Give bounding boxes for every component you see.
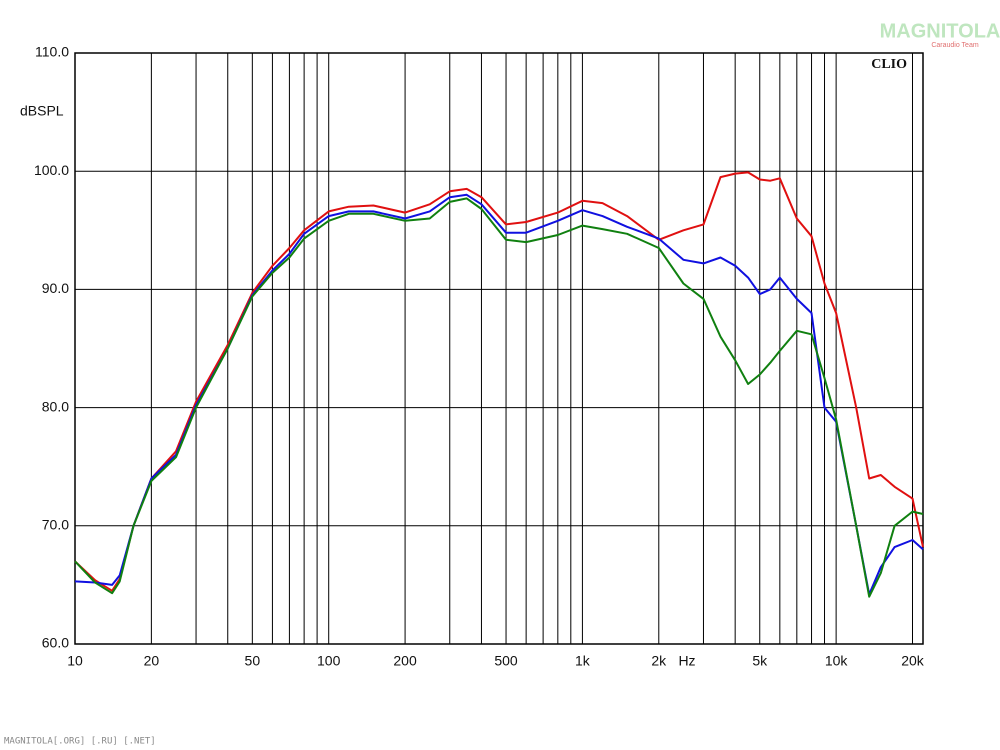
x-tick-label: 20 [144, 653, 160, 669]
x-tick-label: 200 [393, 653, 417, 669]
x-tick-label: 5k [752, 653, 768, 669]
x-tick-label: 500 [494, 653, 518, 669]
x-axis-label: Hz [678, 653, 695, 669]
x-tick-label: 50 [245, 653, 261, 669]
y-tick-label: 100.0 [34, 162, 69, 178]
plot-frame [74, 52, 924, 645]
y-axis-label: dBSPL [20, 103, 64, 119]
y-tick-label: 90.0 [42, 280, 69, 296]
x-tick-label: 10k [825, 653, 849, 669]
x-tick-label: 100 [317, 653, 341, 669]
x-tick-label: 1k [575, 653, 591, 669]
watermark-sub: Caraudio Team [931, 42, 979, 49]
annotation: CLIO [871, 57, 907, 72]
series-line [74, 171, 924, 592]
x-tick-label: 20k [901, 653, 925, 669]
y-tick-label: 80.0 [42, 398, 69, 414]
y-tick-label: 70.0 [42, 517, 69, 533]
x-tick-label: 2k [651, 653, 667, 669]
watermark: MAGNITOLA [880, 20, 1000, 42]
series-line [74, 197, 924, 598]
footer: MAGNITOLA[.ORG] [.RU] [.NET] [4, 737, 156, 747]
y-tick-label: 110.0 [35, 44, 69, 60]
y-tick-label: 60.0 [42, 635, 69, 651]
x-tick-label: 10 [67, 653, 83, 669]
